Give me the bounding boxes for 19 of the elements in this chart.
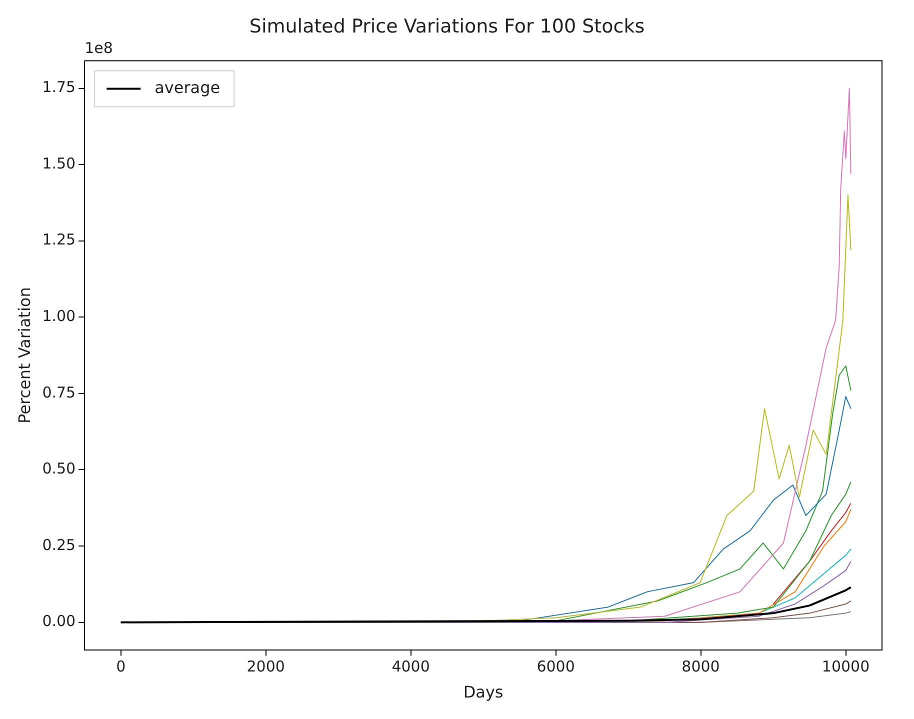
chart-title: Simulated Price Variations For 100 Stocks [249, 15, 645, 38]
y-tick-label: 0.75 [42, 383, 76, 402]
y-axis-title: Percent Variation [14, 287, 34, 424]
x-axis-title: Days [463, 682, 504, 702]
y-tick-label: 1.50 [42, 154, 76, 172]
y-tick-label: 0.25 [42, 536, 76, 554]
x-tick-label: 8000 [682, 658, 720, 676]
legend-label: average [154, 78, 220, 97]
y-tick-label: 0.50 [42, 460, 76, 478]
y-tick-label: 1.00 [42, 307, 76, 326]
x-tick-label: 6000 [536, 658, 575, 676]
y-tick-label: 1.25 [42, 230, 76, 249]
x-tick-label: 2000 [246, 658, 285, 676]
x-tick-label: 10000 [822, 658, 870, 676]
text: 1e8 [84, 39, 113, 58]
x-tick-label: 4000 [392, 658, 430, 676]
y-tick-label: 0.00 [42, 612, 76, 630]
y-tick-label: 1.75 [42, 78, 76, 96]
x-tick-label: 0 [116, 658, 126, 676]
